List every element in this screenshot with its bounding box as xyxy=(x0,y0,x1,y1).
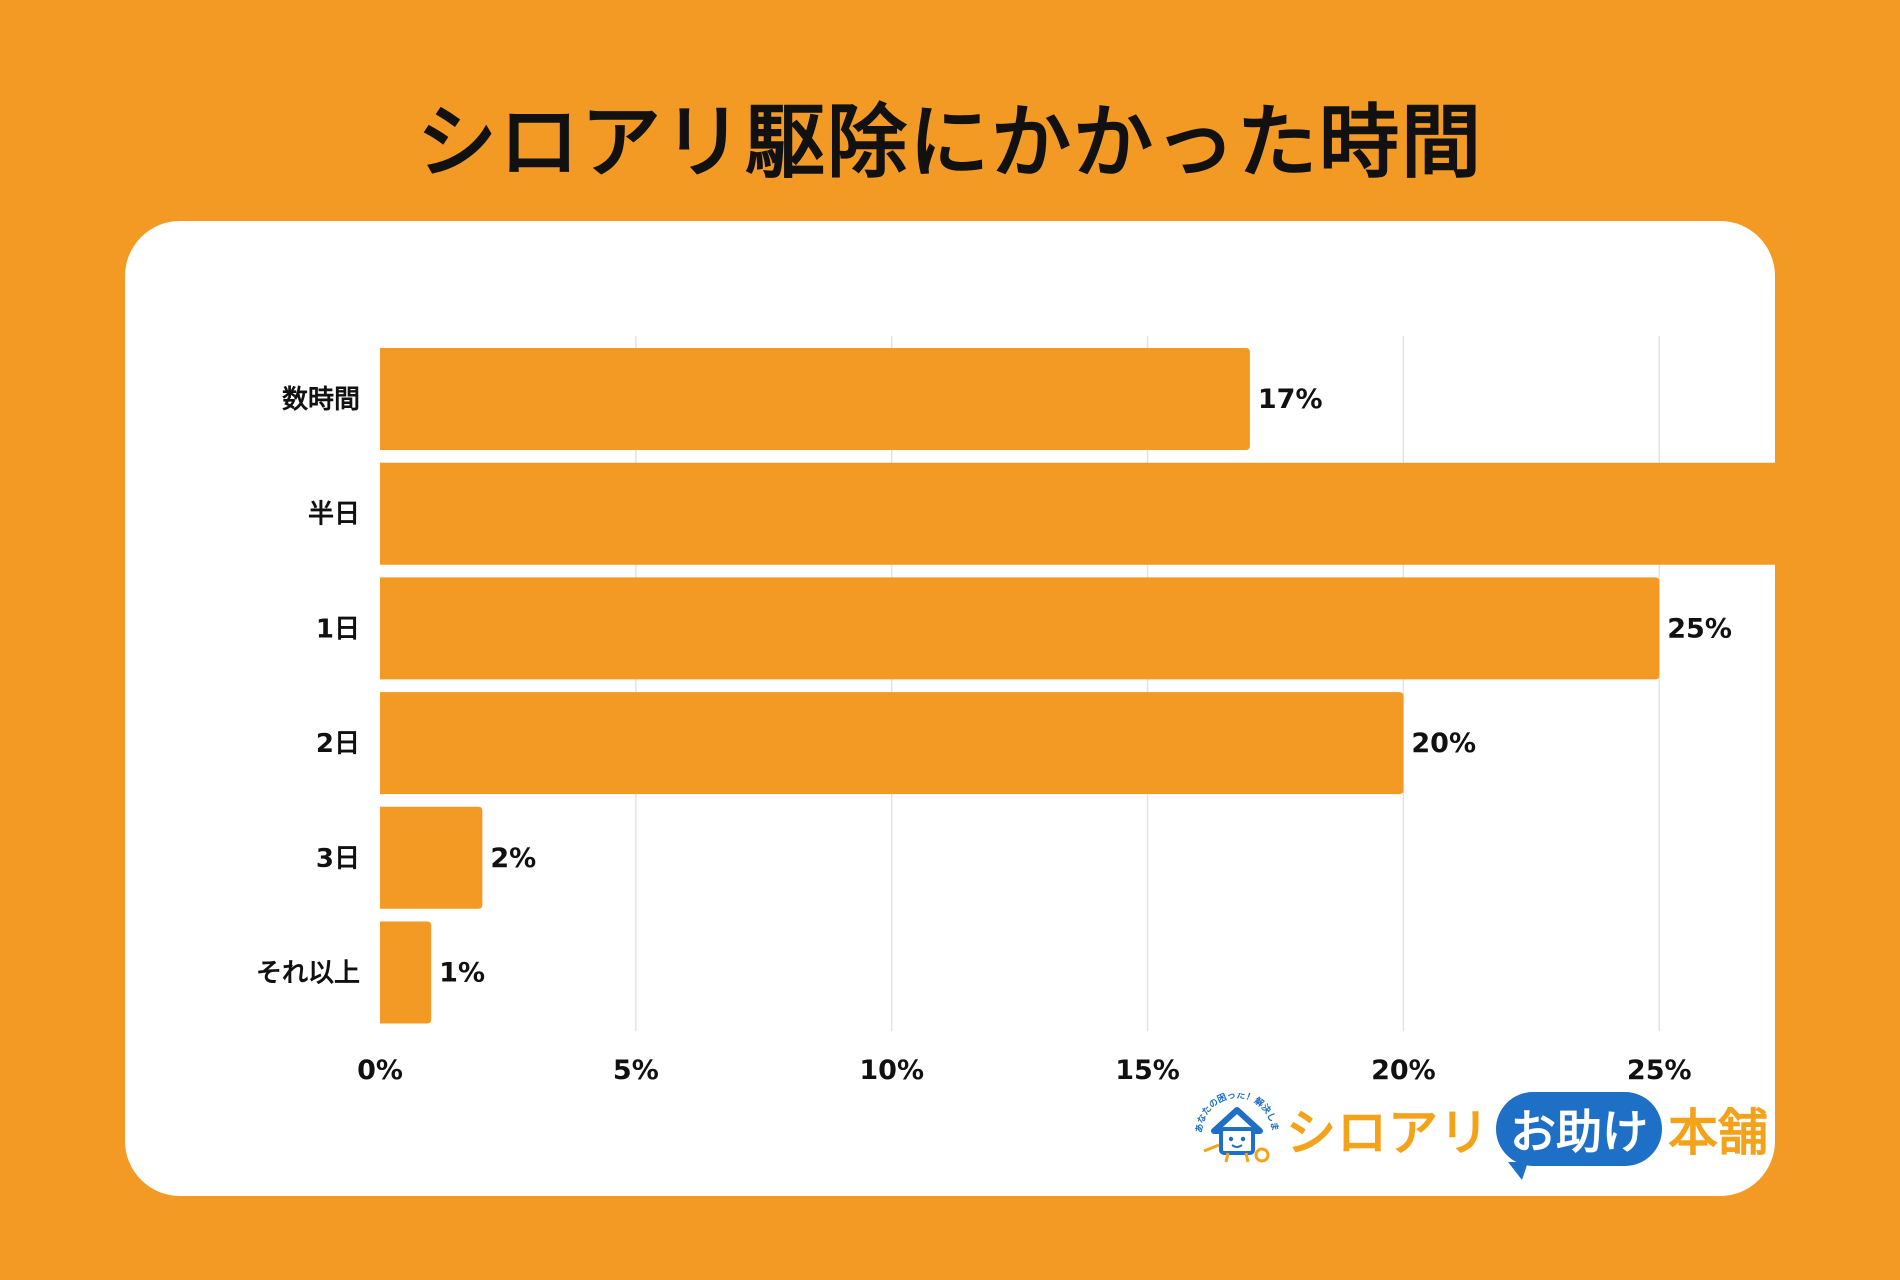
value-label: 20% xyxy=(1411,728,1476,759)
bar-chart: 数時間17%半日35%1日25%2日20%3日2%それ以上1%0%5%10%15… xyxy=(256,336,1775,1086)
category-label: 半日 xyxy=(308,500,360,530)
bar xyxy=(380,692,1404,795)
category-label: 数時間 xyxy=(282,385,360,415)
bar xyxy=(380,806,483,909)
bar xyxy=(380,348,1250,450)
category-label: 2日 xyxy=(316,729,360,759)
x-tick-label: 0% xyxy=(357,1055,403,1086)
chart-card: 数時間17%半日35%1日25%2日20%3日2%それ以上1%0%5%10%15… xyxy=(125,221,1775,1196)
x-tick-label: 25% xyxy=(1627,1055,1692,1086)
bar xyxy=(380,462,1775,565)
x-tick-label: 15% xyxy=(1115,1055,1180,1086)
x-tick-label: 20% xyxy=(1371,1055,1436,1086)
brand-bubble: お助け xyxy=(1496,1092,1662,1180)
bar xyxy=(380,921,432,1024)
bar xyxy=(380,577,1660,680)
value-label: 2% xyxy=(490,843,536,874)
x-tick-label: 10% xyxy=(859,1055,924,1086)
category-label: 3日 xyxy=(316,844,360,874)
value-label: 25% xyxy=(1667,613,1732,644)
house-mascot-icon: あなたの困った！解決します xyxy=(1192,1093,1280,1163)
chart-title: シロアリ駆除にかかった時間 xyxy=(417,96,1483,189)
brand-logo: あなたの困った！解決します シロアリ お助け 本舗 xyxy=(1192,1092,1768,1180)
brand-suffix: 本舗 xyxy=(1668,1104,1768,1162)
x-tick-label: 5% xyxy=(613,1055,659,1086)
category-label: 1日 xyxy=(316,614,360,644)
category-label: それ以上 xyxy=(256,959,360,989)
value-label: 1% xyxy=(439,958,485,989)
value-label: 17% xyxy=(1258,384,1323,415)
brand-name: シロアリ xyxy=(1286,1104,1490,1162)
